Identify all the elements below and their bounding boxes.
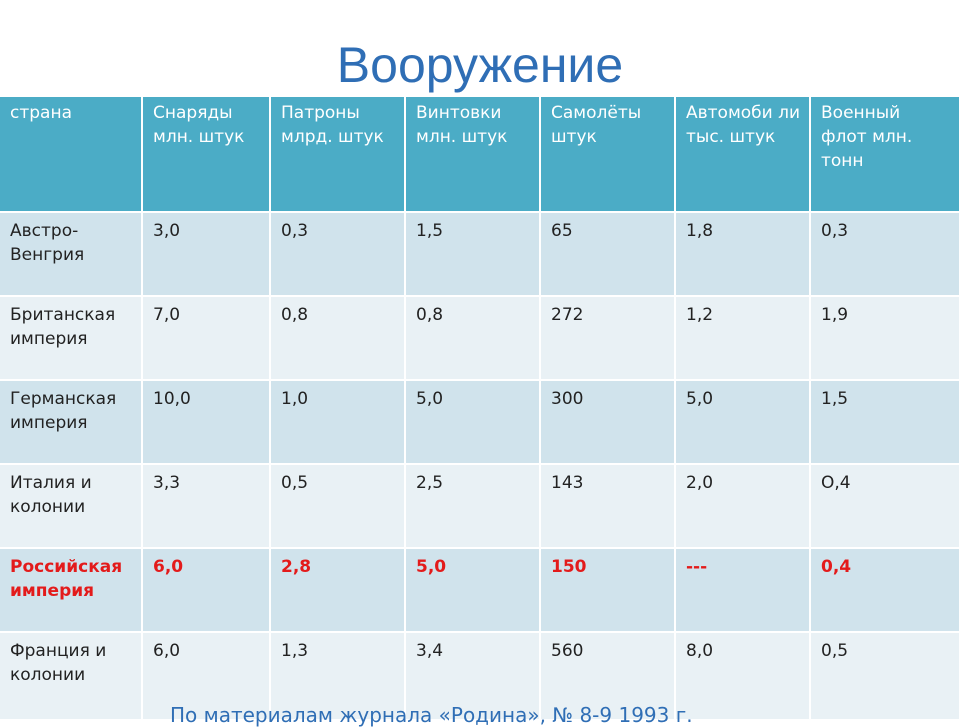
table-cell: 0,5 [810, 632, 960, 721]
table-cell: Австро-Венгрия [0, 212, 143, 297]
table-cell: 8,0 [675, 632, 811, 721]
table-cell: 0,8 [270, 296, 406, 381]
table-cell: 2,8 [270, 548, 406, 633]
header-cartridges: Патроны млрд. штук [270, 97, 406, 213]
table-row: Британская империя 7,0 0,8 0,8 272 1,2 1… [0, 296, 960, 381]
table-cell: 560 [540, 632, 676, 721]
table-cell: 0,5 [270, 464, 406, 549]
table-row: Германская империя 10,0 1,0 5,0 300 5,0 … [0, 380, 960, 465]
table-cell: 0,3 [810, 212, 960, 297]
table-cell: 2,5 [405, 464, 541, 549]
header-vehicles: Автомоби ли тыс. штук [675, 97, 811, 213]
table-cell: 5,0 [405, 380, 541, 465]
source-note: По материалам журнала «Родина», № 8-9 19… [170, 703, 693, 727]
table-cell: 7,0 [142, 296, 271, 381]
table-cell: 300 [540, 380, 676, 465]
table-cell: 1,5 [405, 212, 541, 297]
header-navy: Военный флот млн. тонн [810, 97, 960, 213]
table-cell: Российская империя [0, 548, 143, 633]
table-cell: 150 [540, 548, 676, 633]
table-cell: 0,4 [810, 548, 960, 633]
table-row: Австро-Венгрия 3,0 0,3 1,5 65 1,8 0,3 [0, 212, 960, 297]
table-cell: Германская империя [0, 380, 143, 465]
table-cell: 0,8 [405, 296, 541, 381]
table-cell: О,4 [810, 464, 960, 549]
table-row: Франция и колонии 6,0 1,3 3,4 560 8,0 0,… [0, 632, 960, 721]
table-cell: Британская империя [0, 296, 143, 381]
table-cell: 1,9 [810, 296, 960, 381]
table-cell: 1,0 [270, 380, 406, 465]
table-cell: 6,0 [142, 632, 271, 721]
table-cell: 1,2 [675, 296, 811, 381]
header-aircraft: Самолёты штук [540, 97, 676, 213]
table-cell: 3,0 [142, 212, 271, 297]
table-cell: 1,3 [270, 632, 406, 721]
table-cell: Италия и колонии [0, 464, 143, 549]
table-cell: 5,0 [405, 548, 541, 633]
header-country: страна [0, 97, 143, 213]
table-cell: 1,5 [810, 380, 960, 465]
table-cell: 0,3 [270, 212, 406, 297]
table-cell: 2,0 [675, 464, 811, 549]
slide-title: Вооружение [336, 37, 624, 93]
table-row-highlighted: Российская империя 6,0 2,8 5,0 150 --- 0… [0, 548, 960, 633]
table-cell: 3,4 [405, 632, 541, 721]
header-rifles: Винтовки млн. штук [405, 97, 541, 213]
table-row: Италия и колонии 3,3 0,5 2,5 143 2,0 О,4 [0, 464, 960, 549]
table-header-row: страна Снаряды млн. штук Патроны млрд. ш… [0, 97, 960, 213]
table-cell: 272 [540, 296, 676, 381]
table-cell: 3,3 [142, 464, 271, 549]
header-shells: Снаряды млн. штук [142, 97, 271, 213]
table-cell: --- [675, 548, 811, 633]
armament-table: страна Снаряды млн. штук Патроны млрд. ш… [0, 97, 960, 721]
table-cell: 5,0 [675, 380, 811, 465]
table-cell: 6,0 [142, 548, 271, 633]
table-cell: 65 [540, 212, 676, 297]
table-cell: 10,0 [142, 380, 271, 465]
table-cell: 1,8 [675, 212, 811, 297]
table-cell: 143 [540, 464, 676, 549]
table-cell: Франция и колонии [0, 632, 143, 721]
